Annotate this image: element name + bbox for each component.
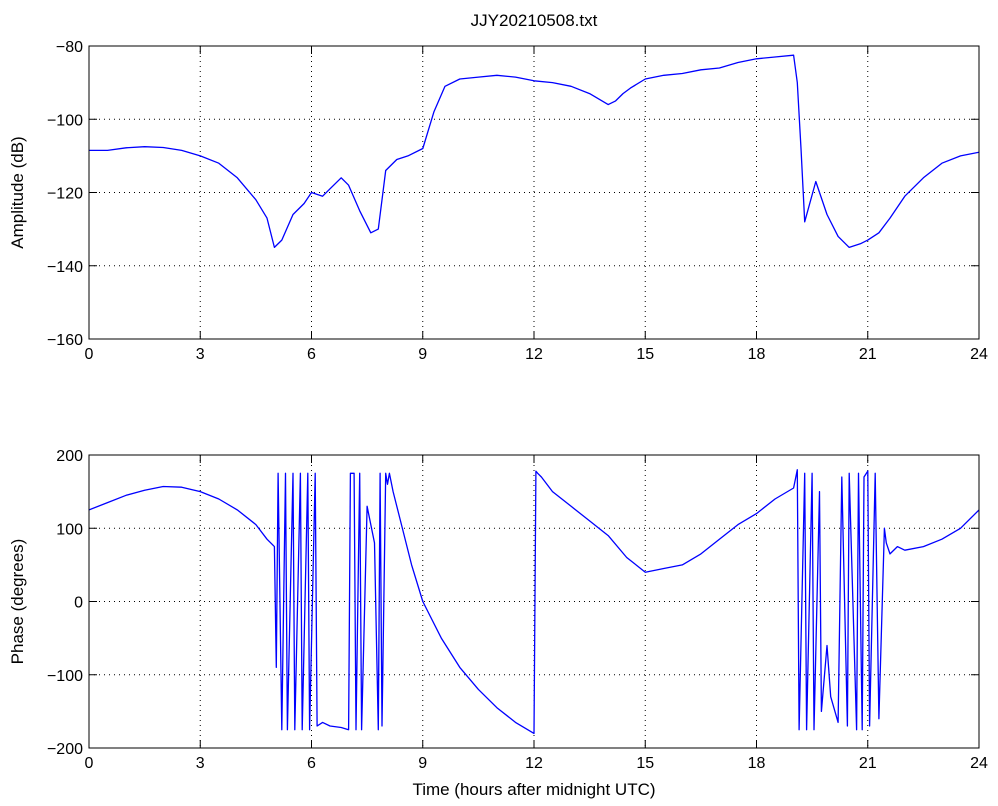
- y-tick-label: −200: [47, 741, 83, 758]
- x-tick-label: 15: [636, 755, 654, 772]
- x-tick-label: 15: [636, 346, 654, 363]
- y-tick-label: −100: [47, 668, 83, 685]
- x-tick-label: 0: [85, 755, 94, 772]
- x-axis-label: Time (hours after midnight UTC): [412, 780, 655, 799]
- y-axis-label: Amplitude (dB): [8, 136, 27, 248]
- amplitude-panel: 0 3 6 9 12 15 18 21 24 −80 −100 −120 −140 −160 JJY2021…: [8, 11, 988, 363]
- x-tick-label: 18: [748, 346, 766, 363]
- x-tick-label: 24: [970, 346, 988, 363]
- y-tick-label: −160: [47, 332, 83, 349]
- y-tick-label: −140: [47, 259, 83, 276]
- y-tick-label: −80: [56, 39, 83, 56]
- x-tick-label: 3: [196, 346, 205, 363]
- x-tick-label: 21: [859, 346, 877, 363]
- y-tick-label: 0: [74, 595, 83, 612]
- series-line-0: [89, 469, 979, 735]
- x-tick-label: 6: [307, 755, 316, 772]
- y-tick-label: 200: [56, 448, 83, 465]
- phase-panel: 0 3 6 9 12 15 18 21 24 200 100 0 −100 −200 Phase (degr…: [8, 448, 988, 799]
- x-tick-label: 24: [970, 755, 988, 772]
- y-axis-label: Phase (degrees): [8, 539, 27, 665]
- chart-title: JJY20210508.txt: [471, 11, 598, 30]
- x-tick-label: 3: [196, 755, 205, 772]
- x-tick-label: 12: [525, 346, 543, 363]
- x-tick-label: 9: [418, 346, 427, 363]
- x-tick-label: 0: [85, 346, 94, 363]
- y-tick-label: −120: [47, 186, 83, 203]
- x-tick-label: 9: [418, 755, 427, 772]
- series-line-0: [89, 54, 979, 249]
- y-tick-label: −100: [47, 112, 83, 129]
- x-tick-label: 6: [307, 346, 316, 363]
- x-tick-label: 18: [748, 755, 766, 772]
- y-tick-label: 100: [56, 521, 83, 538]
- x-tick-label: 21: [859, 755, 877, 772]
- x-tick-label: 12: [525, 755, 543, 772]
